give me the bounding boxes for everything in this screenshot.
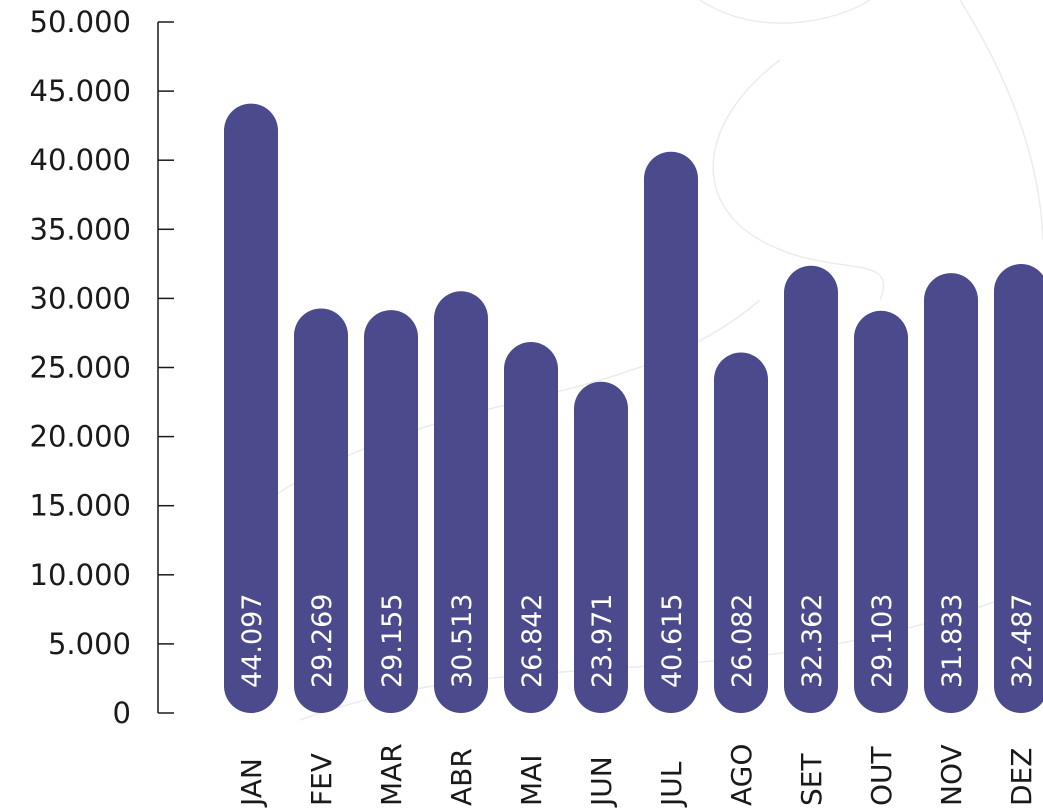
x-category-label: NOV [935, 744, 968, 806]
x-category-label: AGO [725, 744, 758, 806]
bar-dez [994, 264, 1043, 713]
labels-group: 44.097 JAN 29.269 FEV 29.155 MAR 30.513 ABR 26.8… [235, 594, 1038, 808]
y-tick-label: 15.000 [30, 489, 131, 523]
x-category-label: OUT [865, 745, 898, 806]
x-category-label: MAI [515, 754, 548, 806]
y-tick-label: 35.000 [30, 212, 131, 246]
y-tick-label: 25.000 [30, 351, 131, 385]
x-category-label: ABR [445, 748, 478, 806]
bar-value-label: 29.269 [307, 594, 338, 688]
y-tick-label: 50.000 [30, 5, 131, 39]
bar-mai [504, 342, 558, 713]
bar-value-label: 29.155 [377, 594, 408, 688]
x-category-label: MAR [375, 743, 408, 806]
y-tick-label: 5.000 [48, 627, 131, 661]
bar-value-label: 32.487 [1007, 594, 1038, 688]
y-tick-label: 45.000 [30, 74, 131, 108]
bar-value-label: 29.103 [867, 594, 898, 688]
bar-nov [924, 273, 978, 713]
bar-set [784, 265, 838, 713]
y-tick-label: 0 [113, 696, 131, 730]
bar-value-label: 32.362 [797, 594, 828, 688]
bar-abr [434, 291, 488, 713]
y-tick-label: 10.000 [30, 558, 131, 592]
x-category-label: FEV [305, 753, 338, 806]
x-category-label: JUN [585, 756, 618, 808]
bar-jun [574, 381, 628, 713]
bars-group [224, 103, 1043, 714]
bar-value-label: 30.513 [447, 594, 478, 688]
x-category-label: SET [795, 753, 828, 806]
y-tick-label: 20.000 [30, 420, 131, 454]
bar-value-label: 31.833 [937, 594, 968, 688]
background-decoration [239, 0, 1043, 721]
y-tick-label: 30.000 [30, 281, 131, 315]
bar-value-label: 26.842 [517, 594, 548, 688]
bar-value-label: 23.971 [587, 594, 618, 688]
bar-value-label: 26.082 [727, 594, 758, 688]
bar-jul [644, 151, 698, 714]
bar-ago [714, 352, 768, 713]
bar-fev [294, 308, 348, 713]
bar-out [854, 310, 908, 713]
bar-value-label: 44.097 [237, 594, 268, 688]
bar-mar [364, 310, 418, 713]
y-axis: 0 5.000 10.000 15.000 20.000 25.000 30.000 35.0… [30, 5, 174, 730]
bar-jan [224, 103, 278, 713]
y-tick-label: 40.000 [30, 143, 131, 177]
x-category-label: DEZ [1005, 748, 1038, 806]
bar-value-label: 40.615 [657, 594, 688, 688]
x-category-label: JUL [655, 761, 688, 808]
x-category-label: JAN [235, 758, 268, 808]
